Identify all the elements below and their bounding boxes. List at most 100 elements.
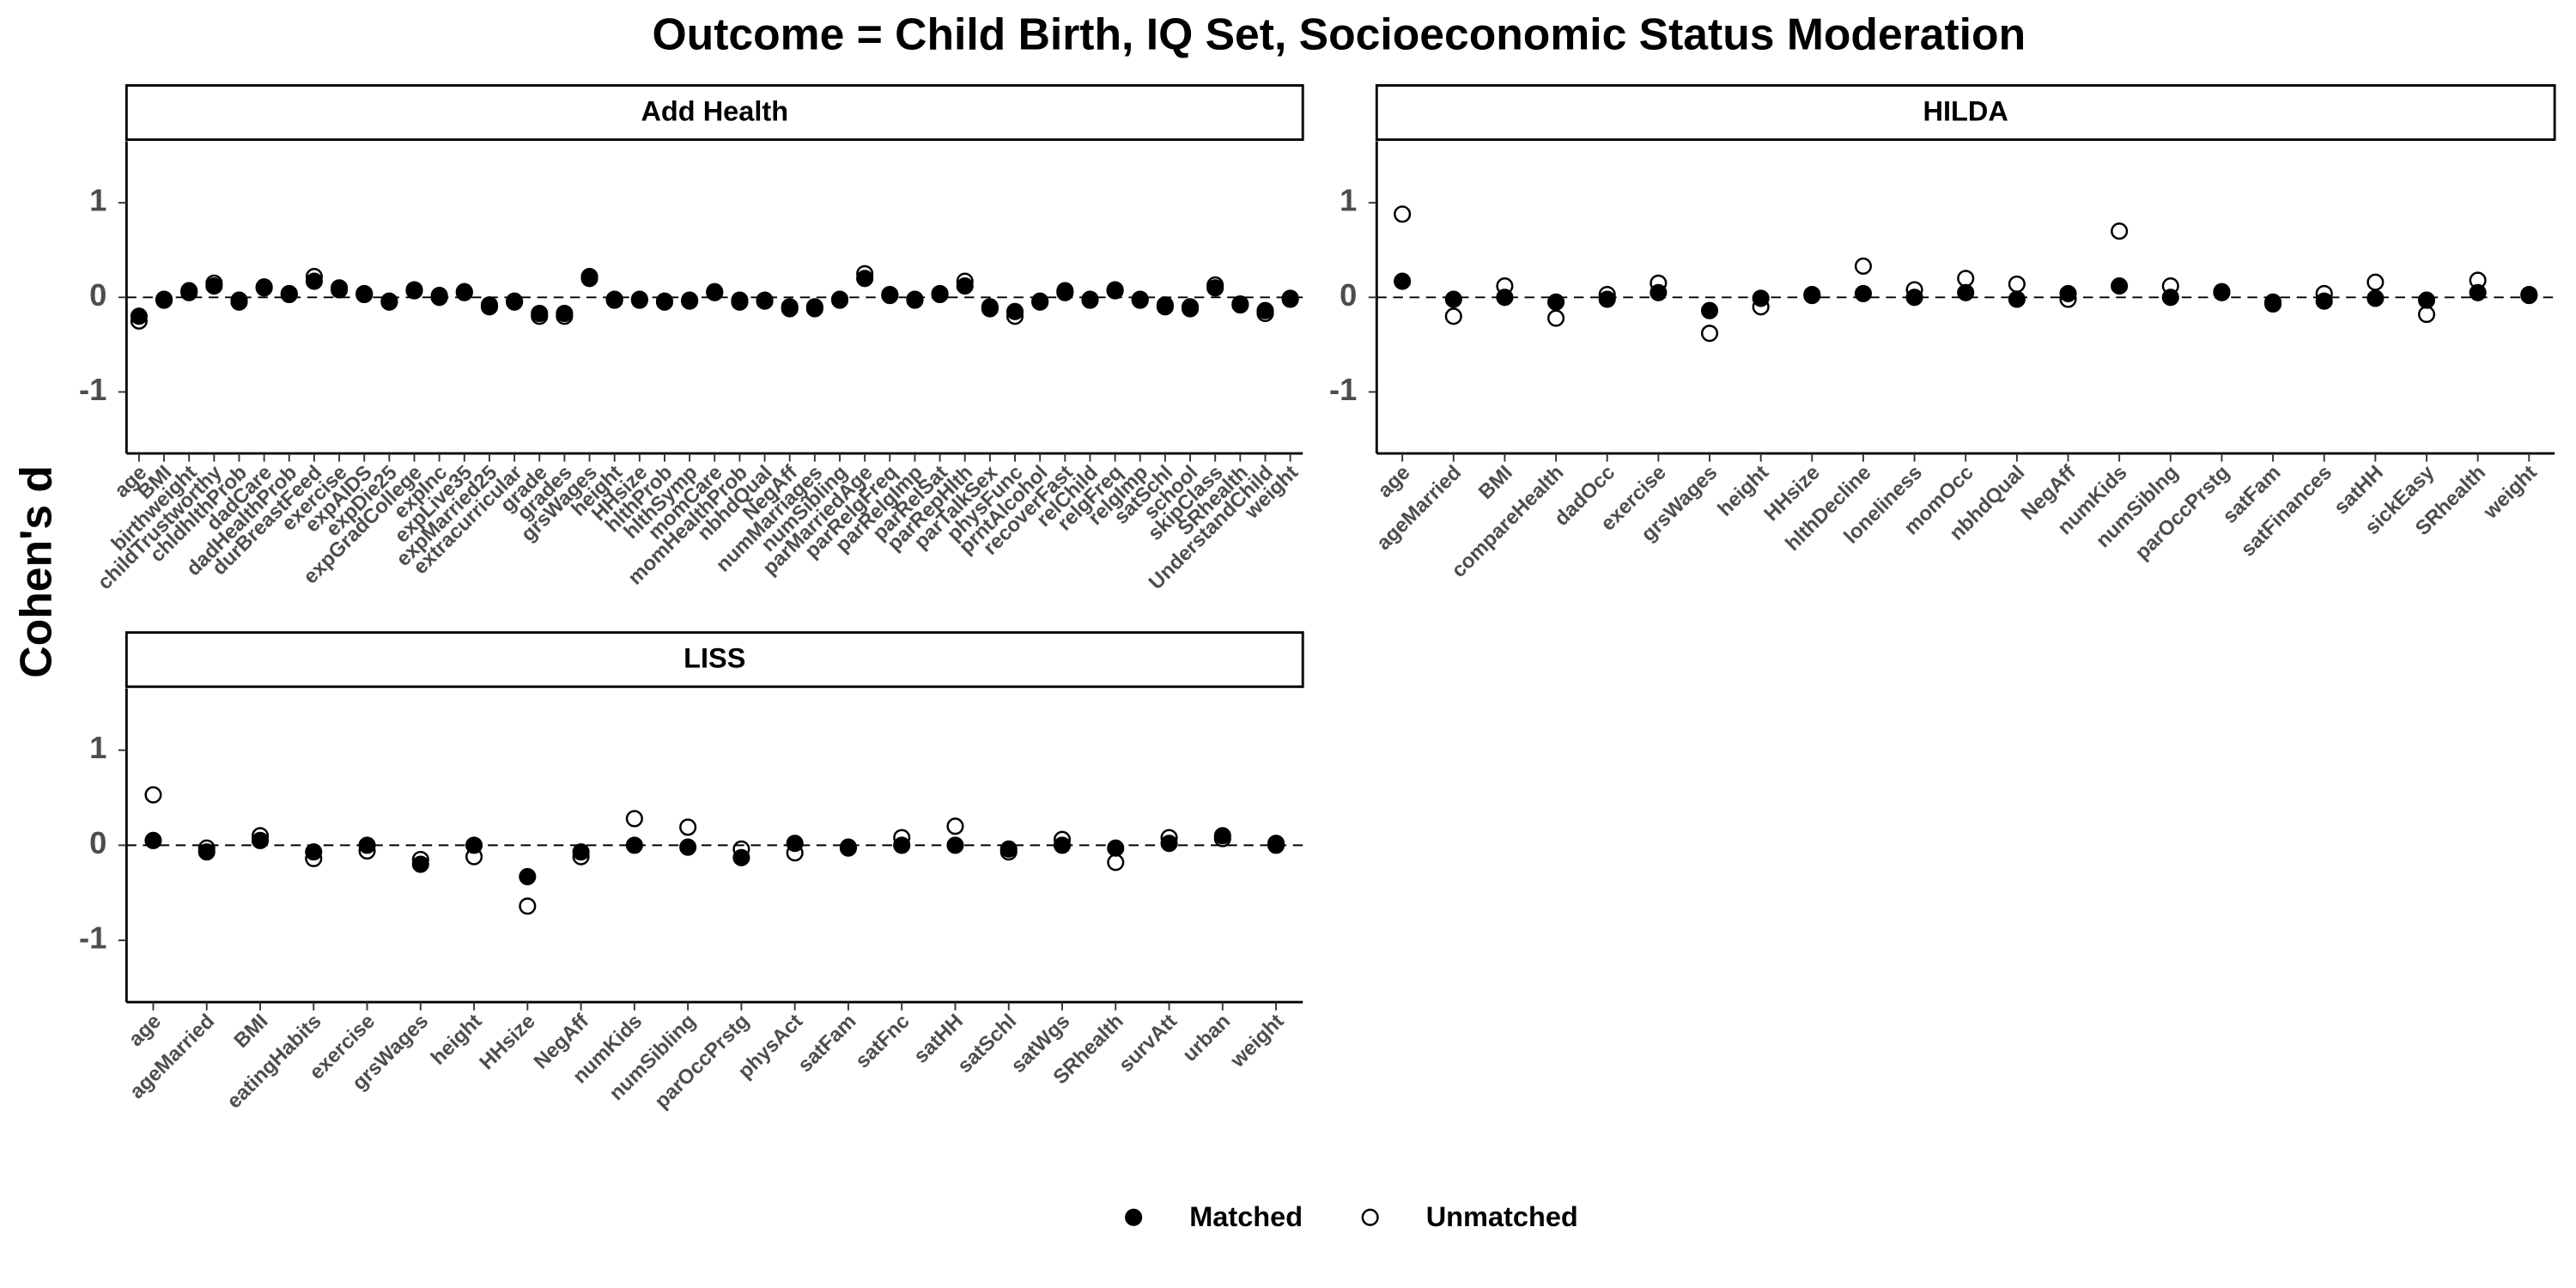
point bbox=[1854, 257, 1872, 275]
point bbox=[1267, 836, 1285, 854]
point bbox=[305, 849, 323, 867]
point bbox=[2059, 290, 2077, 308]
point bbox=[2264, 293, 2282, 311]
point bbox=[981, 298, 999, 316]
point bbox=[1256, 304, 1274, 323]
point bbox=[1081, 290, 1099, 308]
point bbox=[531, 307, 549, 325]
point bbox=[1854, 284, 1872, 302]
point bbox=[2008, 290, 2026, 308]
point bbox=[205, 274, 223, 292]
point bbox=[893, 829, 911, 847]
point bbox=[1547, 309, 1565, 327]
point bbox=[1444, 307, 1462, 325]
point bbox=[2111, 222, 2129, 240]
point bbox=[1803, 285, 1821, 304]
point bbox=[1231, 295, 1249, 313]
point bbox=[480, 296, 498, 314]
point bbox=[756, 291, 774, 309]
point bbox=[2213, 283, 2231, 301]
y-tick-label: 1 bbox=[89, 730, 106, 765]
point bbox=[2469, 271, 2487, 289]
point bbox=[1106, 281, 1124, 299]
point bbox=[1700, 325, 1719, 343]
point bbox=[839, 838, 857, 856]
point bbox=[2059, 284, 2077, 302]
point bbox=[251, 831, 270, 849]
point bbox=[1053, 836, 1072, 854]
y-tick-label: 1 bbox=[89, 183, 106, 218]
point bbox=[1649, 274, 1668, 292]
legend-marker bbox=[1125, 1208, 1143, 1226]
facet-title: Add Health bbox=[641, 96, 788, 127]
point bbox=[506, 292, 524, 310]
point bbox=[2469, 283, 2487, 301]
point bbox=[2417, 306, 2436, 324]
point bbox=[1905, 281, 1923, 299]
point bbox=[1957, 270, 1975, 288]
point bbox=[519, 897, 537, 915]
point bbox=[144, 831, 162, 849]
point bbox=[786, 844, 804, 862]
point bbox=[605, 290, 623, 308]
point bbox=[625, 836, 643, 854]
point bbox=[1131, 290, 1149, 308]
point bbox=[630, 290, 648, 308]
point bbox=[580, 270, 598, 288]
point bbox=[679, 838, 697, 856]
y-tick-label: 0 bbox=[89, 825, 106, 860]
point bbox=[1598, 285, 1616, 304]
chart-title: Outcome = Child Birth, IQ Set, Socioecon… bbox=[652, 9, 2026, 59]
point bbox=[1107, 854, 1125, 872]
point bbox=[731, 291, 749, 309]
point bbox=[781, 298, 799, 316]
point bbox=[2366, 289, 2385, 307]
point bbox=[856, 270, 874, 288]
point bbox=[732, 840, 750, 858]
point bbox=[2008, 275, 2026, 293]
point bbox=[130, 312, 148, 330]
point bbox=[197, 839, 216, 857]
point bbox=[1156, 298, 1174, 316]
point bbox=[1053, 830, 1072, 848]
point bbox=[956, 272, 974, 290]
point bbox=[1182, 300, 1200, 318]
y-tick-label: 0 bbox=[89, 277, 106, 313]
point bbox=[255, 278, 273, 296]
point bbox=[625, 810, 643, 828]
point bbox=[1005, 307, 1024, 325]
point bbox=[305, 272, 323, 290]
point bbox=[358, 841, 376, 860]
point bbox=[358, 836, 376, 854]
facet-strip bbox=[125, 631, 1304, 689]
point bbox=[572, 848, 590, 866]
point bbox=[1957, 283, 1975, 301]
point bbox=[946, 817, 964, 835]
point bbox=[1160, 835, 1178, 853]
point bbox=[706, 283, 724, 301]
point bbox=[679, 818, 697, 836]
point bbox=[1547, 293, 1565, 311]
point bbox=[1752, 298, 1770, 316]
point bbox=[455, 283, 473, 301]
point bbox=[2417, 291, 2436, 309]
point bbox=[230, 291, 248, 309]
point bbox=[251, 827, 270, 845]
point bbox=[1206, 276, 1224, 295]
point bbox=[1394, 272, 1412, 290]
point bbox=[155, 290, 173, 308]
point bbox=[956, 277, 974, 295]
point bbox=[1700, 301, 1719, 319]
y-tick-label: 1 bbox=[1340, 183, 1357, 218]
y-tick-label: 0 bbox=[1340, 277, 1357, 313]
point bbox=[2111, 277, 2129, 295]
legend-marker bbox=[1361, 1208, 1379, 1226]
point bbox=[856, 264, 874, 283]
point bbox=[2520, 285, 2538, 304]
point bbox=[881, 285, 899, 304]
point bbox=[430, 287, 448, 305]
point bbox=[556, 307, 574, 325]
point bbox=[1213, 829, 1231, 848]
point bbox=[305, 268, 323, 286]
